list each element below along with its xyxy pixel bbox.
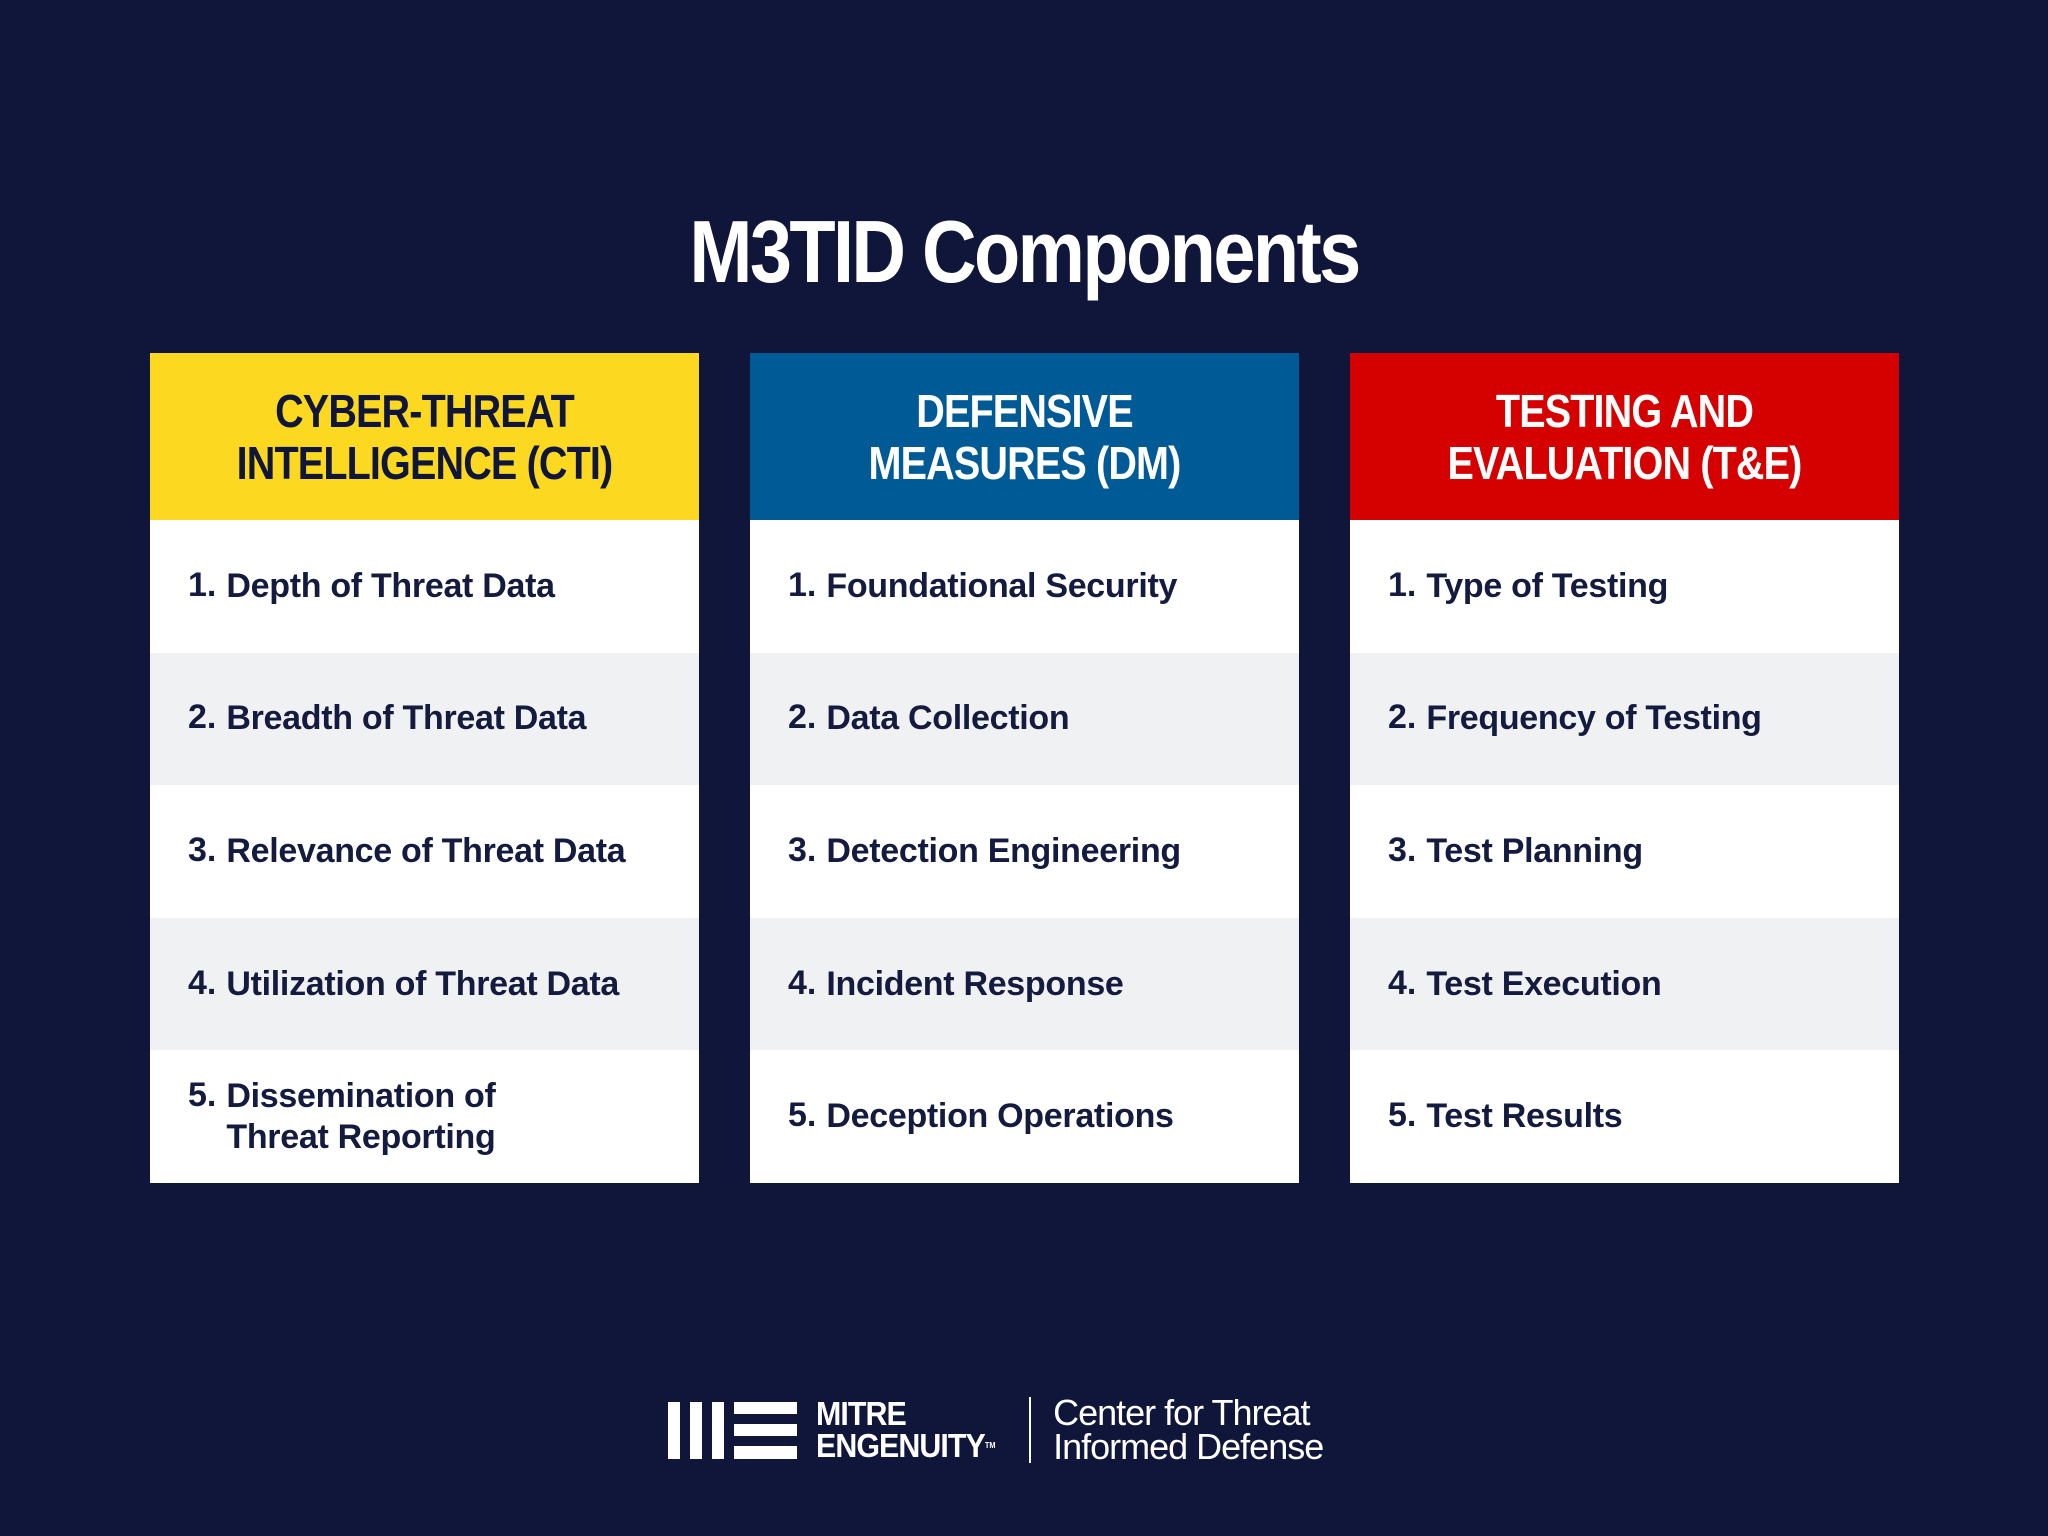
list-item: 3. Test Planning: [1350, 785, 1899, 918]
item-number: 3.: [188, 830, 217, 869]
item-number: 4.: [188, 963, 217, 1002]
list-item: 5. Dissemination of Threat Reporting: [150, 1050, 699, 1183]
item-number: 4.: [1388, 963, 1417, 1002]
column-te: TESTING AND EVALUATION (T&E) 1. Type of T…: [1350, 353, 1899, 1183]
column-header-cti: CYBER-THREAT INTELLIGENCE (CTI): [150, 353, 699, 520]
list-item: 3. Relevance of Threat Data: [150, 785, 699, 918]
list-item: 5. Deception Operations: [750, 1050, 1299, 1183]
column-dm: DEFENSIVE MEASURES (DM) 1. Foundational S…: [750, 353, 1299, 1183]
item-number: 1.: [1388, 565, 1417, 604]
item-number: 3.: [1388, 830, 1417, 869]
item-label: Incident Response: [826, 964, 1124, 1003]
column-header-dm: DEFENSIVE MEASURES (DM): [750, 353, 1299, 520]
wordmark-line-1: MITRE: [816, 1395, 907, 1432]
list-item: 5. Test Results: [1350, 1050, 1899, 1183]
list-item: 2. Data Collection: [750, 652, 1299, 786]
components-columns: CYBER-THREAT INTELLIGENCE (CTI) 1. Depth …: [150, 353, 1899, 1183]
item-number: 3.: [788, 830, 817, 869]
list-item: 3. Detection Engineering: [750, 785, 1299, 918]
item-number: 5.: [188, 1075, 217, 1114]
item-number: 1.: [788, 565, 817, 604]
item-number: 5.: [1388, 1096, 1417, 1135]
item-label: Depth of Threat Data: [226, 566, 555, 605]
item-label: Deception Operations: [826, 1097, 1174, 1136]
item-label: Test Execution: [1426, 964, 1662, 1003]
item-number: 2.: [1388, 698, 1417, 737]
column-header-te: TESTING AND EVALUATION (T&E): [1350, 353, 1899, 520]
item-label: Test Planning: [1426, 831, 1643, 870]
item-list-dm: 1. Foundational Security 2. Data Collectio…: [750, 520, 1299, 1183]
center-name: Center for Threat Informed Defense: [1053, 1392, 1324, 1467]
list-item: 2. Frequency of Testing: [1350, 652, 1899, 786]
item-label: Dissemination of Threat Reporting: [226, 1076, 496, 1156]
item-number: 2.: [188, 698, 217, 737]
item-label: Utilization of Threat Data: [226, 964, 620, 1003]
item-label: Test Results: [1426, 1097, 1623, 1136]
column-header-label: CYBER-THREAT INTELLIGENCE (CTI): [236, 384, 614, 489]
item-label: Breadth of Threat Data: [226, 699, 587, 738]
item-label: Detection Engineering: [826, 831, 1181, 870]
item-number: 2.: [788, 698, 817, 737]
item-list-te: 1. Type of Testing 2. Frequency of Testing…: [1350, 520, 1899, 1183]
list-item: 4. Test Execution: [1350, 917, 1899, 1051]
wordmark-line-2: ENGENUITY: [816, 1427, 986, 1464]
list-item: 1. Type of Testing: [1350, 520, 1899, 653]
column-header-label: TESTING AND EVALUATION (T&E): [1447, 384, 1803, 489]
item-number: 5.: [788, 1096, 817, 1135]
footer-divider: [1029, 1397, 1032, 1463]
item-number: 4.: [788, 963, 817, 1002]
list-item: 4. Utilization of Threat Data: [150, 917, 699, 1051]
column-header-label: DEFENSIVE MEASURES (DM): [868, 384, 1182, 489]
item-label: Foundational Security: [826, 566, 1178, 605]
list-item: 1. Depth of Threat Data: [150, 520, 699, 653]
item-label: Data Collection: [826, 699, 1070, 738]
list-item: 2. Breadth of Threat Data: [150, 652, 699, 786]
footer-branding: MITRE ENGENUITYTM Center for Threat Info…: [664, 1392, 1324, 1467]
list-item: 1. Foundational Security: [750, 520, 1299, 653]
item-label: Type of Testing: [1426, 566, 1669, 605]
mitre-engenuity-logo-icon: [664, 1399, 802, 1461]
page-title: M3TID Components: [689, 202, 1361, 301]
mitre-engenuity-wordmark: MITRE ENGENUITYTM: [816, 1395, 996, 1464]
item-list-cti: 1. Depth of Threat Data 2. Breadth of Thre…: [150, 520, 699, 1183]
item-number: 1.: [188, 565, 217, 604]
column-cti: CYBER-THREAT INTELLIGENCE (CTI) 1. Depth …: [150, 353, 699, 1183]
list-item: 4. Incident Response: [750, 917, 1299, 1051]
item-label: Relevance of Threat Data: [226, 831, 626, 870]
trademark-symbol: TM: [984, 1441, 996, 1450]
item-label: Frequency of Testing: [1426, 699, 1762, 738]
